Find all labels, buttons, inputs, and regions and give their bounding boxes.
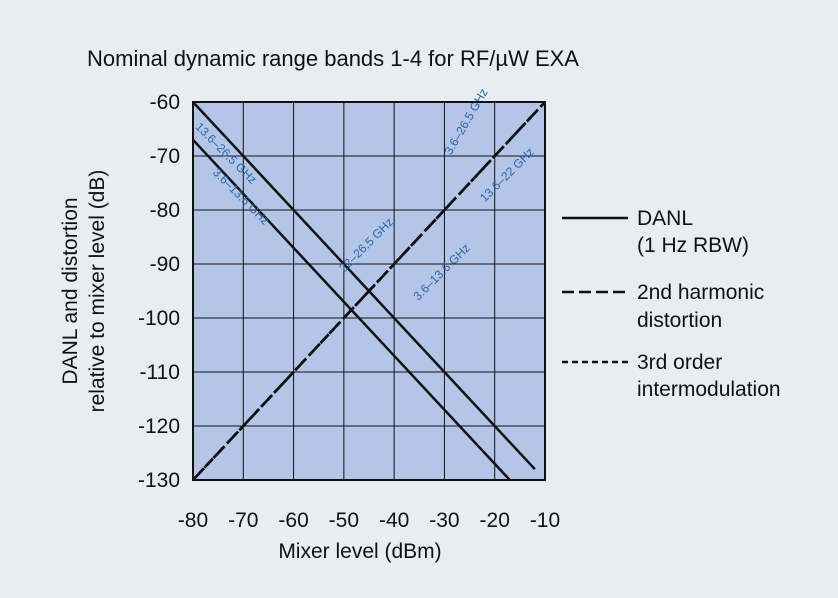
y-tick-label-6: -120: [138, 415, 180, 438]
legend-danl-line-2: (1 Hz RBW): [637, 234, 749, 257]
chart-title: Nominal dynamic range bands 1-4 for RF/µ…: [87, 46, 579, 71]
legend-3rd-order-line-1: 3rd order: [637, 351, 722, 374]
x-tick-label-7: -10: [530, 509, 560, 532]
y-tick-label-5: -110: [140, 361, 180, 384]
y-tick-label-3: -90: [150, 253, 180, 276]
x-tick-label-3: -50: [329, 509, 359, 532]
y-tick-label-0: -60: [150, 91, 180, 114]
y-axis-label-line-2: relative to mixer level (dB): [86, 170, 109, 413]
x-tick-label-1: -70: [228, 509, 258, 532]
x-tick-label-4: -40: [379, 509, 409, 532]
legend-2nd-harmonic-line-1: 2nd harmonic: [637, 281, 764, 304]
y-tick-label-1: -70: [150, 145, 180, 168]
legend: DANL (1 Hz RBW) 2nd harmonic distortion …: [562, 207, 781, 401]
x-axis-label: Mixer level (dBm): [278, 540, 441, 563]
x-tick-label-5: -30: [429, 509, 459, 532]
x-axis-ticks: -80 -70 -60 -50 -40 -30 -20 -10: [178, 509, 560, 532]
legend-2nd-harmonic-line-2: distortion: [637, 309, 722, 332]
y-tick-label-2: -80: [150, 199, 180, 222]
series-line-0: [193, 102, 536, 471]
legend-danl-line-1: DANL: [637, 207, 693, 230]
x-tick-label-2: -60: [278, 509, 308, 532]
series-layer: [193, 102, 545, 480]
legend-3rd-order-line-2: intermodulation: [637, 378, 781, 401]
x-tick-label-0: -80: [178, 509, 208, 532]
y-tick-label-7: -130: [138, 469, 180, 492]
series-line-8: [193, 102, 545, 480]
y-tick-label-4: -100: [138, 307, 180, 330]
x-tick-label-6: -20: [480, 509, 510, 532]
y-axis-label-line-1: DANL and distortion: [59, 197, 82, 384]
plot-border: [192, 101, 546, 481]
y-axis-ticks: -60 -70 -80 -90 -100 -110 -120 -130: [138, 91, 180, 492]
